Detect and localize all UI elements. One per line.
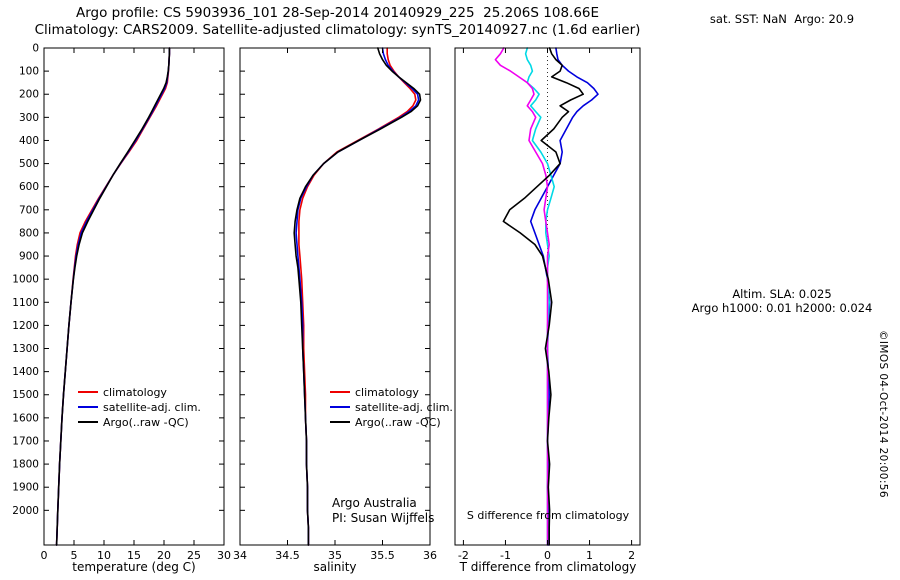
legend-label: satellite-adj. clim. <box>355 401 453 414</box>
legend-label: climatology <box>355 386 419 399</box>
svg-text:2000: 2000 <box>12 505 39 517</box>
svg-text:1400: 1400 <box>12 366 39 378</box>
xlabel-salinity: salinity <box>313 560 357 574</box>
svg-text:1000: 1000 <box>12 274 39 286</box>
sla-map-title-line1: Altim. SLA: 0.025 <box>732 287 832 301</box>
svg-text:200: 200 <box>19 89 39 101</box>
series-line-satellite-t- <box>529 47 599 546</box>
series-line-argo-adj-t- <box>502 47 585 546</box>
series-line-argo-raw-qc- <box>55 47 171 546</box>
annotation-argo-line1: Argo Australia <box>332 496 417 510</box>
svg-text:20: 20 <box>157 549 171 562</box>
svg-text:900: 900 <box>19 251 39 263</box>
sla-map-title-line2: Argo h1000: 0.01 h2000: 0.024 <box>691 301 873 315</box>
legend-label: Argo(..raw -QC) <box>103 416 189 429</box>
svg-text:1100: 1100 <box>12 297 39 309</box>
svg-text:600: 600 <box>19 181 39 193</box>
svg-text:1200: 1200 <box>12 320 39 332</box>
svg-text:2: 2 <box>628 549 635 562</box>
svg-text:5: 5 <box>71 549 78 562</box>
legend-label: satellite-adj. clim. <box>103 401 201 414</box>
svg-text:34.5: 34.5 <box>275 549 300 562</box>
xlabel-temperature: temperature (deg C) <box>72 560 196 574</box>
sst-map-title: sat. SST: NaN Argo: 20.9 <box>709 12 855 26</box>
figure-title-line1: Argo profile: CS 5903936_101 28-Sep-2014… <box>75 5 600 21</box>
svg-text:500: 500 <box>19 158 39 170</box>
svg-text:1900: 1900 <box>12 482 39 494</box>
series-line-satellite-adj-clim- <box>295 47 420 546</box>
svg-text:30: 30 <box>217 549 231 562</box>
series-line-argo-adj-s- <box>494 47 551 546</box>
svg-text:35.5: 35.5 <box>370 549 395 562</box>
svg-text:1700: 1700 <box>12 435 39 447</box>
series-line-climatology <box>298 47 417 546</box>
svg-text:34: 34 <box>233 549 247 562</box>
svg-text:300: 300 <box>19 112 39 124</box>
xlabel-t-difference: T difference from climatology <box>459 560 637 574</box>
svg-text:400: 400 <box>19 135 39 147</box>
figure-title-line2: Climatology: CARS2009. Satellite-adjuste… <box>34 22 641 38</box>
svg-text:10: 10 <box>97 549 111 562</box>
svg-text:1500: 1500 <box>12 389 39 401</box>
svg-text:-1: -1 <box>500 549 511 562</box>
s-difference-axis-label: S difference from climatology <box>466 509 630 522</box>
svg-text:35: 35 <box>328 549 342 562</box>
series-line-climatology <box>55 47 171 546</box>
annotation-argo-line2: PI: Susan Wijffels <box>332 511 435 525</box>
imos-timestamp: ©IMOS 04-Oct-2014 20:00:56 <box>877 330 889 498</box>
panel-salinity_profile: 34 34.5 35 35.5 36 climatology satellite-adj. … <box>233 47 453 562</box>
svg-text:-2: -2 <box>458 549 469 562</box>
svg-text:1300: 1300 <box>12 343 39 355</box>
legend-label: climatology <box>103 386 167 399</box>
svg-text:0: 0 <box>41 549 48 562</box>
svg-text:800: 800 <box>19 227 39 239</box>
svg-text:25: 25 <box>187 549 201 562</box>
svg-text:700: 700 <box>19 204 39 216</box>
svg-text:1600: 1600 <box>12 412 39 424</box>
svg-text:1: 1 <box>586 549 593 562</box>
svg-text:36: 36 <box>423 549 437 562</box>
svg-text:1800: 1800 <box>12 459 39 471</box>
svg-text:0: 0 <box>544 549 551 562</box>
annotation-argo-australia: Argo Australia PI: Susan Wijffels <box>332 496 434 526</box>
series-line-satellite-adj-clim- <box>55 47 171 546</box>
svg-text:15: 15 <box>127 549 141 562</box>
svg-text:100: 100 <box>19 66 39 78</box>
panel-temperature_profile: 0 5 10 15 20 25 300100200300400500600700800900… <box>12 43 231 563</box>
panel-difference_profile: -2 -1 0 1 2 <box>454 47 641 562</box>
svg-text:0: 0 <box>32 43 39 55</box>
legend-label: Argo(..raw -QC) <box>355 416 441 429</box>
series-line-argo-raw-qc- <box>293 47 422 546</box>
